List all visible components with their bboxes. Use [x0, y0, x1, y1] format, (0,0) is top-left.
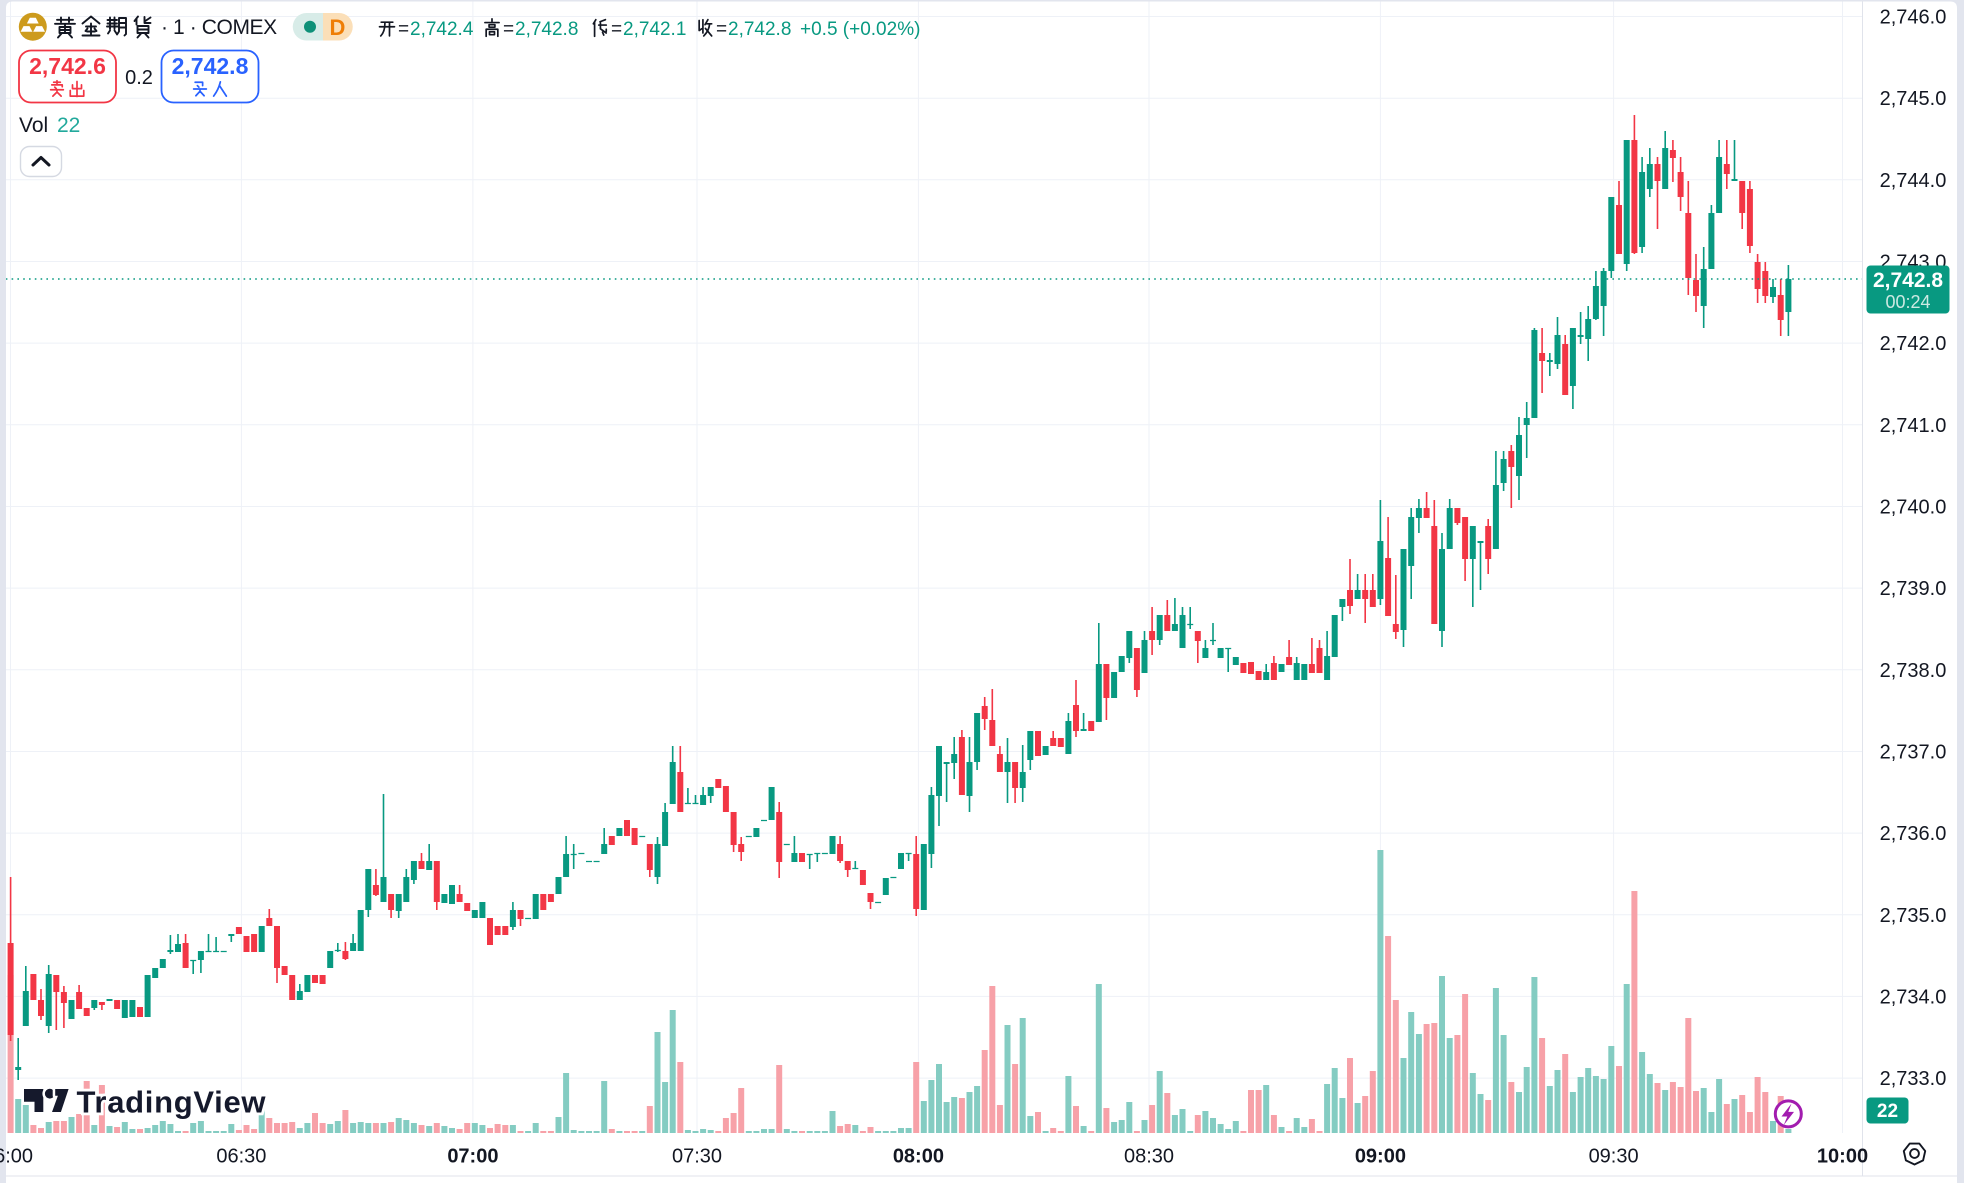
svg-text:2,742.6: 2,742.6 [29, 53, 106, 79]
svg-text:2,735.0: 2,735.0 [1880, 905, 1947, 927]
svg-text:D: D [330, 15, 346, 40]
svg-text:2,738.0: 2,738.0 [1880, 660, 1947, 682]
svg-text:2,739.0: 2,739.0 [1880, 578, 1947, 600]
svg-text:=: = [398, 19, 409, 40]
svg-text:10:00: 10:00 [1817, 1146, 1868, 1168]
svg-text:08:00: 08:00 [893, 1146, 944, 1168]
svg-text:=: = [611, 19, 622, 40]
svg-text:=: = [716, 19, 727, 40]
svg-text:07:30: 07:30 [672, 1146, 722, 1168]
svg-text:2,742.8: 2,742.8 [1873, 269, 1943, 292]
svg-text:2,742.4: 2,742.4 [410, 19, 474, 40]
svg-text:2,734.0: 2,734.0 [1880, 986, 1947, 1008]
svg-text:22: 22 [1877, 1101, 1898, 1122]
svg-text:06:00: 06:00 [0, 1146, 33, 1168]
svg-text:2,745.0: 2,745.0 [1880, 88, 1947, 110]
svg-text:0.2: 0.2 [125, 67, 153, 89]
svg-text:2,742.8: 2,742.8 [172, 53, 249, 79]
svg-text:22: 22 [57, 114, 80, 137]
svg-text:2,746.0: 2,746.0 [1880, 7, 1947, 29]
svg-text:08:30: 08:30 [1124, 1146, 1174, 1168]
svg-text:00:24: 00:24 [1885, 292, 1930, 312]
svg-text:06:30: 06:30 [216, 1146, 266, 1168]
svg-text:+0.5 (+0.02%): +0.5 (+0.02%) [800, 19, 920, 40]
svg-text:09:30: 09:30 [1589, 1146, 1639, 1168]
svg-text:2,742.8: 2,742.8 [728, 19, 791, 40]
svg-text:2,733.0: 2,733.0 [1880, 1068, 1947, 1090]
svg-text:2,744.0: 2,744.0 [1880, 170, 1947, 192]
svg-text:2,742.0: 2,742.0 [1880, 333, 1947, 355]
svg-text:2,740.0: 2,740.0 [1880, 497, 1947, 519]
svg-text:=: = [503, 19, 514, 40]
svg-text:2,741.0: 2,741.0 [1880, 415, 1947, 437]
svg-text:2,742.1: 2,742.1 [623, 19, 686, 40]
svg-text:Vol: Vol [19, 114, 48, 137]
svg-text:2,737.0: 2,737.0 [1880, 742, 1947, 764]
svg-text:09:00: 09:00 [1355, 1146, 1406, 1168]
svg-text:07:00: 07:00 [447, 1146, 498, 1168]
svg-text:TradingView: TradingView [77, 1085, 267, 1120]
svg-text:2,736.0: 2,736.0 [1880, 823, 1947, 845]
svg-text:· 1 · COMEX: · 1 · COMEX [161, 16, 277, 39]
svg-text:2,742.8: 2,742.8 [515, 19, 578, 40]
